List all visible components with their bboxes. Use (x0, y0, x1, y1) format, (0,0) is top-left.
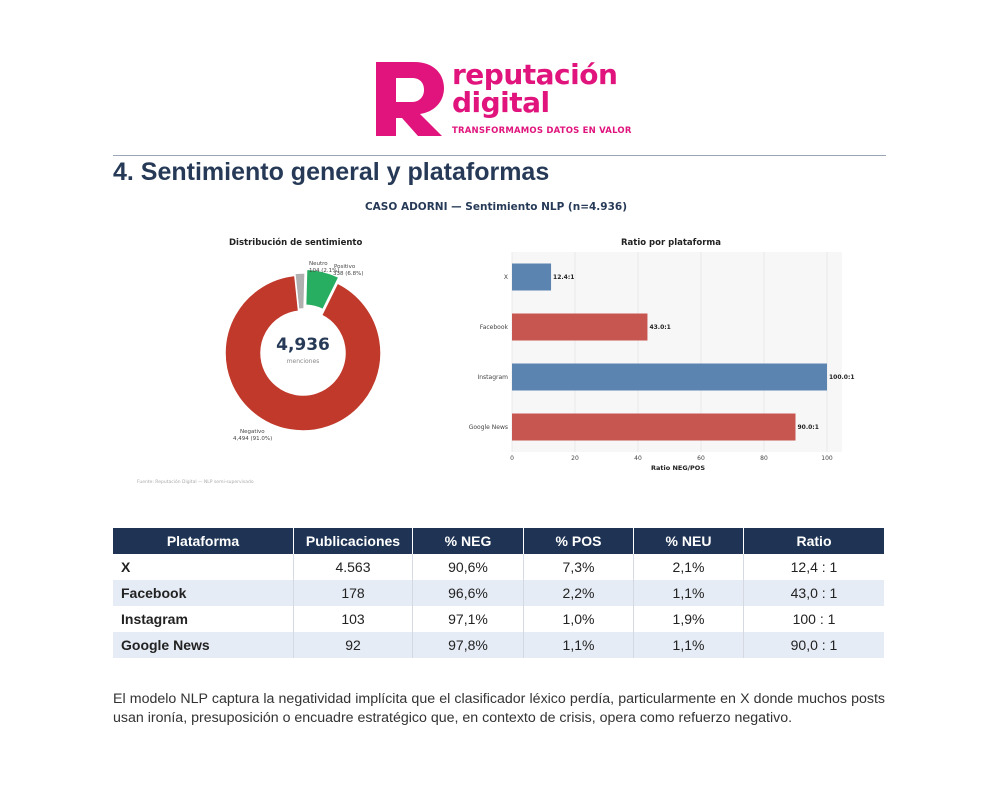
cell-ratio: 12,4 : 1 (743, 554, 884, 580)
x-tick-label: 40 (634, 455, 642, 462)
table-header-row: Plataforma Publicaciones % NEG % POS % N… (113, 528, 884, 554)
col-header-neu: % NEU (633, 528, 744, 554)
donut-center-label: menciones (287, 358, 320, 365)
value-label: 100.0:1 (829, 374, 855, 381)
donut-title: Distribución de sentimiento (229, 238, 363, 248)
col-header-plataforma: Plataforma (113, 528, 294, 554)
bar-x-axis-label: Ratio NEG/POS (651, 464, 705, 472)
value-label: 43.0:1 (649, 324, 670, 331)
cell-ratio: 43,0 : 1 (743, 580, 884, 606)
bar-chart-title: Ratio por plataforma (621, 238, 721, 248)
header-divider (113, 155, 886, 156)
table-row: Google News 92 97,8% 1,1% 1,1% 90,0 : 1 (113, 632, 884, 658)
cell-neu: 1,1% (633, 632, 744, 658)
cell-neu: 2,1% (633, 554, 744, 580)
donut-slice-negativo (224, 274, 382, 432)
col-header-publicaciones: Publicaciones (293, 528, 413, 554)
bar-google-news (512, 413, 796, 441)
figure-title: CASO ADORNI — Sentimiento NLP (n=4.936) (364, 201, 628, 213)
cell-neu: 1,1% (633, 580, 744, 606)
bar-facebook (512, 313, 648, 341)
brand-name-line1: reputación (452, 58, 618, 91)
category-label: X (504, 274, 508, 281)
table-row: Facebook 178 96,6% 2,2% 1,1% 43,0 : 1 (113, 580, 884, 606)
cell-ratio: 90,0 : 1 (743, 632, 884, 658)
x-tick-label: 20 (571, 455, 579, 462)
brand-logo-mark (376, 62, 444, 136)
donut-center-value: 4,936 (276, 335, 330, 355)
cell-neg: 96,6% (412, 580, 524, 606)
cell-plataforma: Facebook (113, 580, 294, 606)
bar-x (512, 263, 552, 291)
slice-label-neutro: Neutro (309, 261, 328, 267)
section-title: 4. Sentimiento general y plataformas (113, 158, 550, 186)
body-paragraph: El modelo NLP captura la negatividad imp… (113, 691, 885, 726)
category-label: Instagram (477, 374, 508, 381)
slice-value-positivo: 338 (6.8%) (333, 271, 364, 277)
slice-label-positivo: Positivo (334, 264, 356, 270)
value-label: 12.4:1 (553, 274, 574, 281)
cell-neg: 90,6% (412, 554, 524, 580)
brand-name-line2: digital (452, 86, 550, 119)
cell-neg: 97,1% (412, 606, 524, 632)
cell-ratio: 100 : 1 (743, 606, 884, 632)
cell-plataforma: Google News (113, 632, 294, 658)
cell-publicaciones: 178 (293, 580, 413, 606)
cell-pos: 1,1% (523, 632, 634, 658)
table-row: Instagram 103 97,1% 1,0% 1,9% 100 : 1 (113, 606, 884, 632)
cell-publicaciones: 4.563 (293, 554, 413, 580)
x-tick-label: 80 (760, 455, 768, 462)
slice-value-negativo: 4,494 (91.0%) (233, 436, 272, 442)
col-header-ratio: Ratio (743, 528, 884, 554)
cell-neu: 1,9% (633, 606, 744, 632)
x-tick-label: 100 (821, 455, 833, 462)
slice-value-neutro: 104 (2.1%) (309, 268, 340, 274)
donut-slice-positivo (304, 268, 340, 311)
cell-neg: 97,8% (412, 632, 524, 658)
cell-pos: 1,0% (523, 606, 634, 632)
slice-label-negativo: Negativo (240, 429, 265, 435)
platform-table: Plataforma Publicaciones % NEG % POS % N… (113, 528, 884, 658)
col-header-neg: % NEG (412, 528, 524, 554)
cell-publicaciones: 103 (293, 606, 413, 632)
x-tick-label: 60 (697, 455, 705, 462)
cell-pos: 2,2% (523, 580, 634, 606)
col-header-pos: % POS (523, 528, 634, 554)
cell-publicaciones: 92 (293, 632, 413, 658)
brand-tagline: TRANSFORMAMOS DATOS EN VALOR (452, 126, 632, 136)
figure-footnote: Fuente: Reputación Digital — NLP semi-su… (137, 480, 254, 485)
cell-plataforma: X (113, 554, 294, 580)
category-label: Google News (469, 424, 508, 431)
bar-instagram (512, 363, 827, 391)
platform-ratio-bar-chart: X Facebook Instagram Google News 12.4:1 43.0… (469, 252, 855, 472)
table-row: X 4.563 90,6% 7,3% 2,1% 12,4 : 1 (113, 554, 884, 580)
sentiment-donut-chart: 4,936 menciones Negativo 4,494 (91.0%) N… (224, 261, 382, 442)
logo-r-shape (376, 62, 444, 136)
category-label: Facebook (480, 324, 509, 331)
cell-pos: 7,3% (523, 554, 634, 580)
value-label: 90.0:1 (798, 424, 819, 431)
cell-plataforma: Instagram (113, 606, 294, 632)
x-tick-label: 0 (510, 455, 514, 462)
